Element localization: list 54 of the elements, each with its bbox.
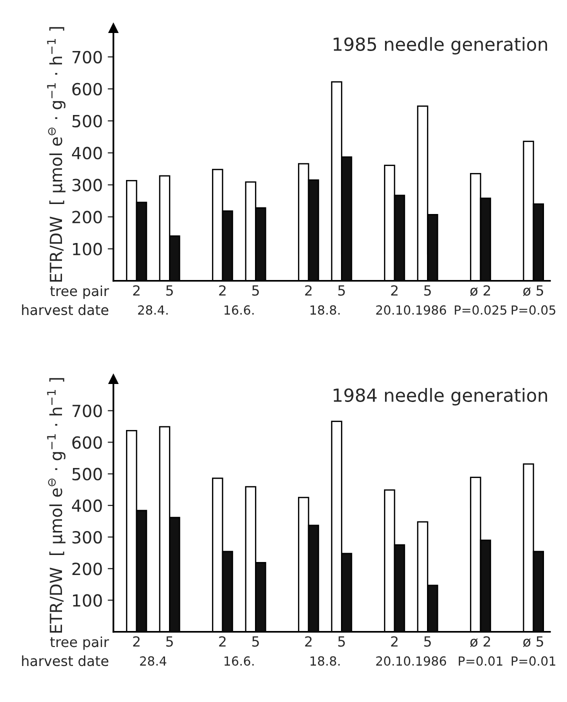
y-tick-label: 400 bbox=[72, 146, 102, 160]
x-tick-label: 2 bbox=[219, 285, 226, 296]
text: P=0.05 bbox=[512, 305, 556, 315]
y-tick-label: 200 bbox=[72, 210, 102, 224]
text: P=0.01 bbox=[458, 656, 502, 666]
y-tick-label: 300 bbox=[72, 178, 102, 192]
text: 18.8. bbox=[310, 305, 340, 315]
text: harvest date bbox=[22, 655, 108, 666]
x-tick-label: ø 2 bbox=[470, 285, 490, 296]
x-tick-label: 5 bbox=[252, 285, 259, 296]
text: harvest date bbox=[22, 304, 108, 316]
x-tick-label: 2 bbox=[133, 636, 140, 647]
text: 20.10.1986 bbox=[376, 305, 446, 315]
x-tick-label: 2 bbox=[305, 636, 312, 647]
x-tick-label: 5 bbox=[166, 636, 173, 647]
text: tree pair bbox=[50, 636, 110, 650]
y-tick-label: 700 bbox=[72, 404, 102, 418]
chart-title: 1985 needle generation bbox=[334, 37, 548, 55]
y-tick-label: 400 bbox=[72, 499, 102, 512]
y-tick-label: 300 bbox=[72, 530, 102, 544]
text: P=0.01 bbox=[512, 656, 556, 666]
y-tick-label: 100 bbox=[73, 594, 102, 607]
y-tick-label: 500 bbox=[72, 114, 102, 128]
y-axis-title: ETR/DW [ µmol e$^{⊖}$ · g$^{−1}$ · h$^{−1}$ ] bbox=[47, 378, 66, 633]
x-tick-label: 5 bbox=[424, 636, 431, 647]
text: 18.8. bbox=[310, 656, 340, 666]
text: 20.10.1986 bbox=[376, 656, 446, 666]
y-tick-label: 100 bbox=[73, 242, 102, 256]
text: 16.6. bbox=[224, 656, 254, 666]
y-axis-title: ETR/DW [ µmol e$^{⊖}$ · g$^{−1}$ · h$^{−1}$ ] bbox=[47, 27, 66, 282]
text: 28.4 bbox=[140, 656, 166, 666]
text: 16.6. bbox=[224, 305, 254, 315]
chart-title: 1984 needle generation bbox=[334, 388, 548, 406]
text: tree pair bbox=[50, 285, 110, 299]
x-tick-label: 2 bbox=[133, 285, 140, 296]
x-tick-label: 5 bbox=[424, 285, 431, 296]
y-tick-label: 600 bbox=[72, 82, 102, 96]
x-tick-label: 2 bbox=[391, 636, 398, 647]
x-tick-label: 2 bbox=[219, 636, 226, 647]
text: P=0.025 bbox=[454, 305, 506, 315]
x-tick-label: ø 5 bbox=[523, 636, 544, 648]
text: 28.4. bbox=[138, 305, 168, 315]
x-tick-label: 5 bbox=[338, 636, 345, 647]
y-tick-label: 600 bbox=[72, 436, 102, 449]
y-tick-label: 200 bbox=[72, 562, 102, 576]
x-tick-label: 5 bbox=[338, 285, 345, 296]
x-tick-label: 2 bbox=[305, 285, 312, 296]
x-tick-label: ø 2 bbox=[470, 636, 490, 648]
x-tick-label: 5 bbox=[252, 636, 259, 647]
x-tick-label: 2 bbox=[391, 285, 398, 296]
y-tick-label: 700 bbox=[72, 50, 102, 64]
x-tick-label: 5 bbox=[166, 285, 173, 296]
x-tick-label: ø 5 bbox=[523, 285, 544, 296]
y-tick-label: 500 bbox=[72, 468, 102, 480]
